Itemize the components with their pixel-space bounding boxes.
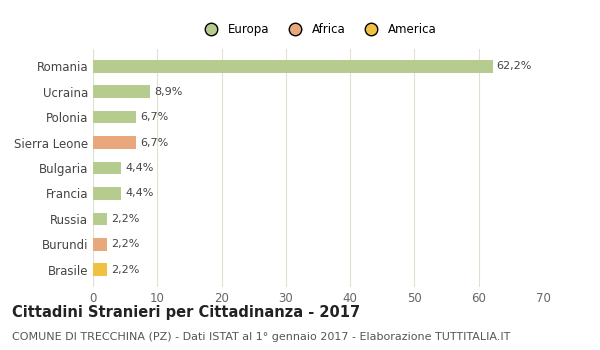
Bar <box>93 136 136 149</box>
Text: 62,2%: 62,2% <box>497 61 532 71</box>
Text: 6,7%: 6,7% <box>140 112 168 122</box>
Bar <box>93 264 107 276</box>
Bar <box>93 187 121 200</box>
Text: 4,4%: 4,4% <box>125 188 154 198</box>
Text: 2,2%: 2,2% <box>111 214 139 224</box>
Bar <box>93 111 136 124</box>
Text: Cittadini Stranieri per Cittadinanza - 2017: Cittadini Stranieri per Cittadinanza - 2… <box>12 304 360 320</box>
Text: COMUNE DI TRECCHINA (PZ) - Dati ISTAT al 1° gennaio 2017 - Elaborazione TUTTITAL: COMUNE DI TRECCHINA (PZ) - Dati ISTAT al… <box>12 332 511 343</box>
Bar <box>93 85 150 98</box>
Bar <box>93 212 107 225</box>
Text: 2,2%: 2,2% <box>111 239 139 249</box>
Text: 2,2%: 2,2% <box>111 265 139 275</box>
Text: 4,4%: 4,4% <box>125 163 154 173</box>
Text: 8,9%: 8,9% <box>154 87 182 97</box>
Legend: Europa, Africa, America: Europa, Africa, America <box>197 21 439 38</box>
Bar <box>93 60 493 72</box>
Text: 6,7%: 6,7% <box>140 138 168 148</box>
Bar <box>93 238 107 251</box>
Bar <box>93 162 121 174</box>
